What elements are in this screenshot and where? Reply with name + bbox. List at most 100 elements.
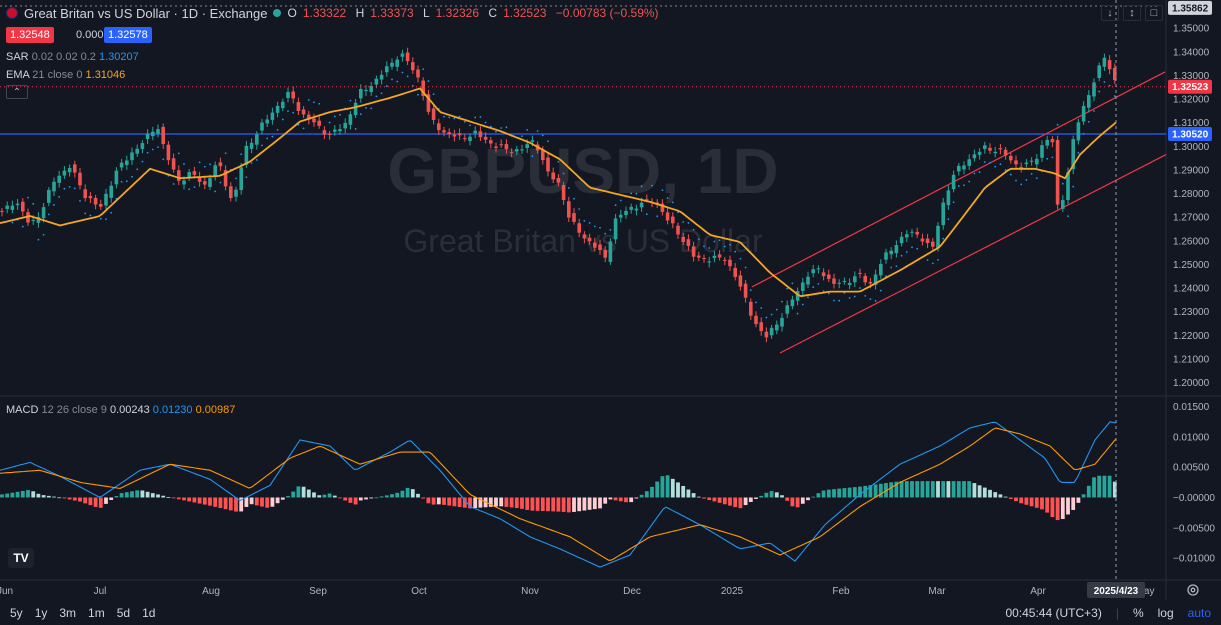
sar-legend[interactable]: SAR 0.02 0.02 0.2 1.30207	[6, 51, 139, 63]
sar-dot	[354, 128, 357, 130]
candle-body	[853, 276, 857, 283]
candle-body	[998, 148, 1003, 150]
macd-histogram-bar	[592, 497, 597, 510]
candle-body	[951, 174, 956, 190]
macd-histogram-bar	[457, 497, 462, 507]
percent-toggle[interactable]: %	[1132, 606, 1144, 620]
macd-signal-value: 0.00987	[195, 404, 236, 416]
macd-histogram-bar	[650, 486, 654, 498]
macd-histogram-bar	[197, 497, 202, 504]
candle-body	[1097, 65, 1101, 79]
candle-body	[286, 92, 290, 98]
range-5y[interactable]: 5y	[10, 606, 23, 620]
macd-legend[interactable]: MACD 12 26 close 9 0.00243 0.01230 0.009…	[6, 404, 235, 416]
candle-body	[255, 134, 259, 145]
sar-dot	[110, 211, 113, 214]
candle-body	[265, 119, 269, 124]
candle-body	[473, 130, 477, 134]
tradingview-logo[interactable]: TV	[8, 548, 34, 568]
range-1m[interactable]: 1m	[88, 606, 105, 620]
macd-histogram-bar	[790, 497, 795, 507]
candle-body	[166, 144, 171, 161]
macd-histogram-bar	[842, 488, 847, 498]
clock[interactable]: 00:45:44 (UTC+3)	[1005, 606, 1102, 620]
candle-body	[291, 91, 295, 99]
auto-toggle[interactable]: auto	[1187, 606, 1211, 620]
macd-histogram-bar	[566, 497, 571, 513]
candle-body	[36, 216, 41, 223]
sar-dot	[729, 243, 731, 246]
macd-histogram-bar	[707, 497, 712, 500]
log-toggle[interactable]: log	[1157, 606, 1174, 620]
macd-histogram-bar	[182, 497, 186, 501]
candle-body	[541, 150, 545, 161]
collapse-icon[interactable]: ↕	[1123, 5, 1141, 21]
time-tick-label: Oct	[411, 586, 427, 597]
symbol-title[interactable]: Great Britan vs US Dollar · 1D · Exchang…	[24, 5, 268, 21]
sar-dot	[578, 208, 581, 210]
maximize-icon[interactable]: □	[1145, 5, 1163, 21]
macd-histogram-bar	[353, 497, 358, 505]
gear-icon[interactable]	[1186, 583, 1200, 597]
range-5d[interactable]: 5d	[116, 606, 131, 620]
sar-dot	[864, 294, 867, 297]
sar-dot	[557, 160, 560, 163]
macd-histogram-bar	[5, 493, 10, 498]
candle-body	[119, 162, 124, 168]
chevron-up-icon[interactable]: ⌃	[6, 85, 28, 99]
sar-dot	[973, 172, 976, 175]
candle-body	[182, 180, 186, 185]
candle-body	[759, 322, 763, 332]
candle-body	[1040, 145, 1044, 158]
price-tick-label: 1.21000	[1173, 354, 1210, 365]
sar-dot	[796, 312, 799, 315]
candle-body	[983, 145, 987, 149]
price-tick-label: 1.31000	[1173, 118, 1210, 129]
candle-body	[546, 157, 550, 172]
sar-dot	[645, 213, 648, 216]
macd-histogram-bar	[338, 497, 342, 499]
macd-histogram-bar	[499, 497, 504, 507]
candle-body	[99, 204, 103, 207]
arrow-down-icon[interactable]: ↓	[1101, 5, 1119, 21]
price-tick-label: 1.22000	[1173, 331, 1210, 342]
candle-body	[712, 255, 717, 259]
ema-legend[interactable]: EMA 21 close 0 1.31046	[6, 69, 125, 81]
candle-body	[213, 165, 217, 177]
candle-body	[327, 133, 332, 135]
range-3m[interactable]: 3m	[59, 606, 77, 620]
sar-dot	[89, 214, 92, 217]
macd-histogram-bar	[889, 482, 894, 498]
candle-body	[567, 201, 571, 218]
macd-histogram-bar	[161, 495, 166, 498]
macd-histogram-bar	[1034, 497, 1039, 508]
price-tick-label: 1.32000	[1173, 95, 1210, 106]
macd-histogram-bar	[696, 496, 701, 498]
ohlc-readout: O 1.33322 H 1.33373 L 1.32326 C 1.32523 −0.0…	[287, 6, 664, 20]
buy-button[interactable]: 1.32578	[104, 27, 152, 43]
sar-dot	[484, 121, 487, 124]
sar-dot	[848, 296, 851, 299]
signal-line	[0, 427, 1117, 561]
sell-button[interactable]: 1.32548	[6, 27, 54, 43]
candle-body	[780, 317, 784, 327]
level-price-label-box	[1168, 127, 1212, 142]
macd-histogram-bar	[556, 497, 561, 512]
range-1d[interactable]: 1d	[142, 606, 156, 620]
macd-histogram-bar	[26, 490, 30, 498]
sar-dot	[749, 289, 752, 292]
macd-histogram-bar	[208, 497, 212, 506]
macd-histogram-bar	[426, 497, 431, 504]
macd-histogram-bar	[998, 494, 1003, 498]
sar-dot	[687, 222, 690, 224]
candle-body	[993, 151, 997, 154]
candle-body	[483, 136, 488, 140]
macd-tick-label: 0.01500	[1173, 402, 1210, 413]
candle-body	[78, 172, 82, 186]
sar-dot	[989, 161, 991, 164]
macd-histogram-bar	[608, 497, 613, 500]
sar-dot	[47, 213, 50, 216]
range-1y[interactable]: 1y	[34, 606, 48, 620]
sar-dot	[198, 161, 201, 164]
chart-canvas[interactable]: GBPUSD, 1D Great Britan vs US Dollar 1.350…	[0, 0, 1221, 600]
